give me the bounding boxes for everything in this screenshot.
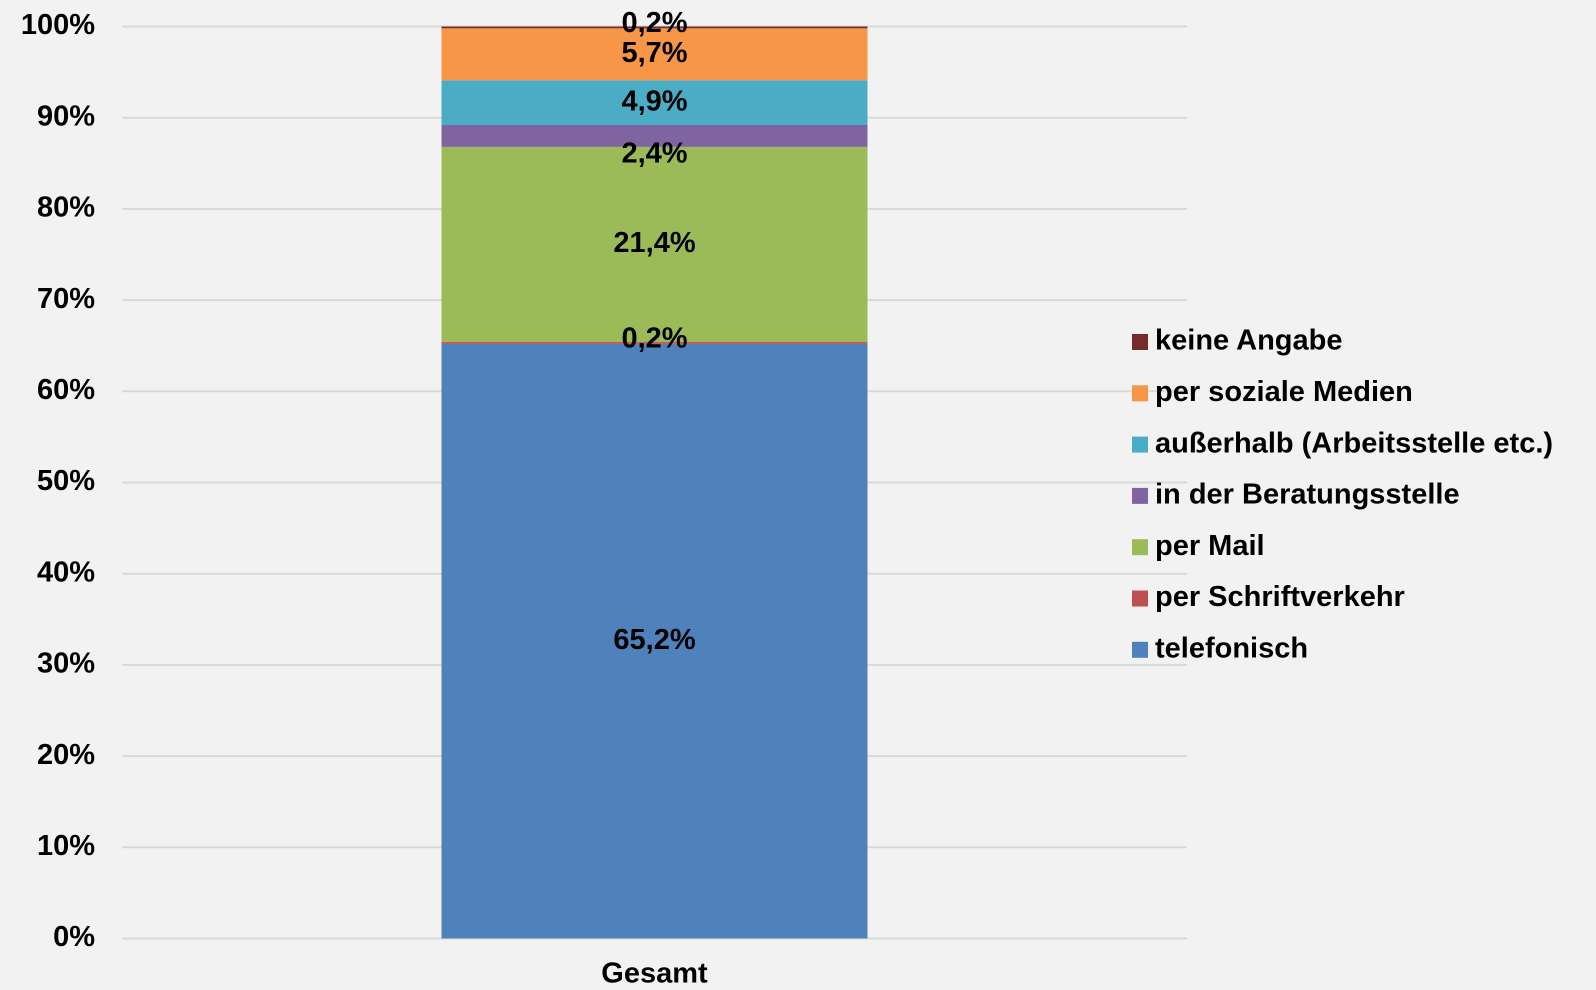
y-tick-label: 70% xyxy=(37,283,95,315)
legend-label: außerhalb (Arbeitsstelle etc.) xyxy=(1155,427,1553,459)
bar-segment xyxy=(441,28,868,81)
legend-label: per soziale Medien xyxy=(1155,376,1413,408)
legend-swatch xyxy=(1132,539,1148,556)
data-label: 65,2% xyxy=(613,624,695,656)
bar-segment xyxy=(441,343,868,939)
legend-swatch xyxy=(1132,487,1148,504)
legend-swatch xyxy=(1132,641,1148,658)
legend-label: in der Beratungsstelle xyxy=(1155,479,1460,511)
data-label: 0,2% xyxy=(621,7,687,39)
data-label: 2,4% xyxy=(621,138,687,170)
legend-swatch xyxy=(1132,590,1148,607)
data-label: 0,2% xyxy=(621,323,687,355)
bar-segment xyxy=(441,26,868,29)
bar-segment xyxy=(441,80,868,125)
data-label: 5,7% xyxy=(621,37,687,69)
y-tick-label: 100% xyxy=(21,9,95,41)
y-tick-label: 20% xyxy=(37,739,95,771)
y-tick-label: 60% xyxy=(37,374,95,406)
legend-label: per Schriftverkehr xyxy=(1155,581,1405,613)
legend-label: per Mail xyxy=(1155,530,1265,562)
y-tick-label: 30% xyxy=(37,648,95,680)
legend-label: keine Angabe xyxy=(1155,325,1342,357)
bar-segment xyxy=(441,124,868,147)
y-tick-label: 90% xyxy=(37,100,95,132)
bar-segment xyxy=(441,342,868,344)
legend-label: telefonisch xyxy=(1155,632,1308,664)
y-tick-label: 0% xyxy=(53,921,95,953)
legend-swatch xyxy=(1132,385,1148,402)
x-tick-label: Gesamt xyxy=(601,958,708,990)
y-tick-label: 80% xyxy=(37,192,95,224)
y-tick-label: 40% xyxy=(37,556,95,588)
y-tick-label: 50% xyxy=(37,465,95,497)
data-label: 21,4% xyxy=(613,227,695,259)
y-tick-label: 10% xyxy=(37,830,95,862)
bar-segment xyxy=(441,146,868,343)
data-label: 4,9% xyxy=(621,85,687,117)
legend-swatch xyxy=(1132,436,1148,453)
legend-swatch xyxy=(1132,334,1148,350)
